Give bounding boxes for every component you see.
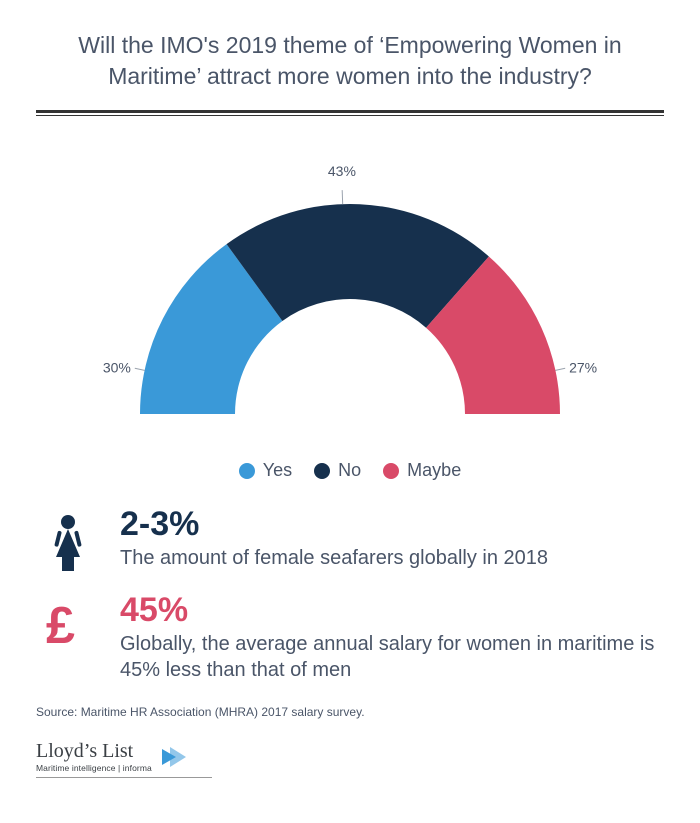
segment-label-no: 43% xyxy=(328,163,356,179)
stat-value-0: 2-3% xyxy=(120,507,664,543)
legend-swatch-yes xyxy=(239,463,255,479)
stat-row-0: 2-3%The amount of female seafarers globa… xyxy=(36,507,664,571)
stat-row-1: £45%Globally, the average annual salary … xyxy=(36,593,664,683)
stat-desc-0: The amount of female seafarers globally … xyxy=(120,545,664,571)
stat-value-1: 45% xyxy=(120,593,664,629)
divider-thin xyxy=(36,115,664,116)
brand-mark-icon xyxy=(160,743,188,771)
segment-label-maybe: 27% xyxy=(569,360,597,376)
source-text: Source: Maritime HR Association (MHRA) 2… xyxy=(36,705,664,719)
callout-line-maybe xyxy=(555,368,565,370)
legend-swatch-no xyxy=(314,463,330,479)
divider-thick xyxy=(36,110,664,113)
woman-icon xyxy=(40,507,96,571)
svg-text:£: £ xyxy=(46,599,75,651)
pound-icon: £ xyxy=(40,593,96,651)
legend-swatch-maybe xyxy=(383,463,399,479)
semi-donut-chart: 30% 43% 27% xyxy=(36,124,664,464)
stat-desc-1: Globally, the average annual salary for … xyxy=(120,631,664,683)
segment-label-yes: 30% xyxy=(103,360,131,376)
page-title: Will the IMO's 2019 theme of ‘Empowering… xyxy=(36,30,664,110)
brand-logo: Lloyd’s List Maritime intelligence | inf… xyxy=(36,741,212,778)
callout-line-yes xyxy=(135,368,145,370)
brand-subtitle: Maritime intelligence | informa xyxy=(36,763,152,773)
brand-name: Lloyd’s List xyxy=(36,741,152,761)
